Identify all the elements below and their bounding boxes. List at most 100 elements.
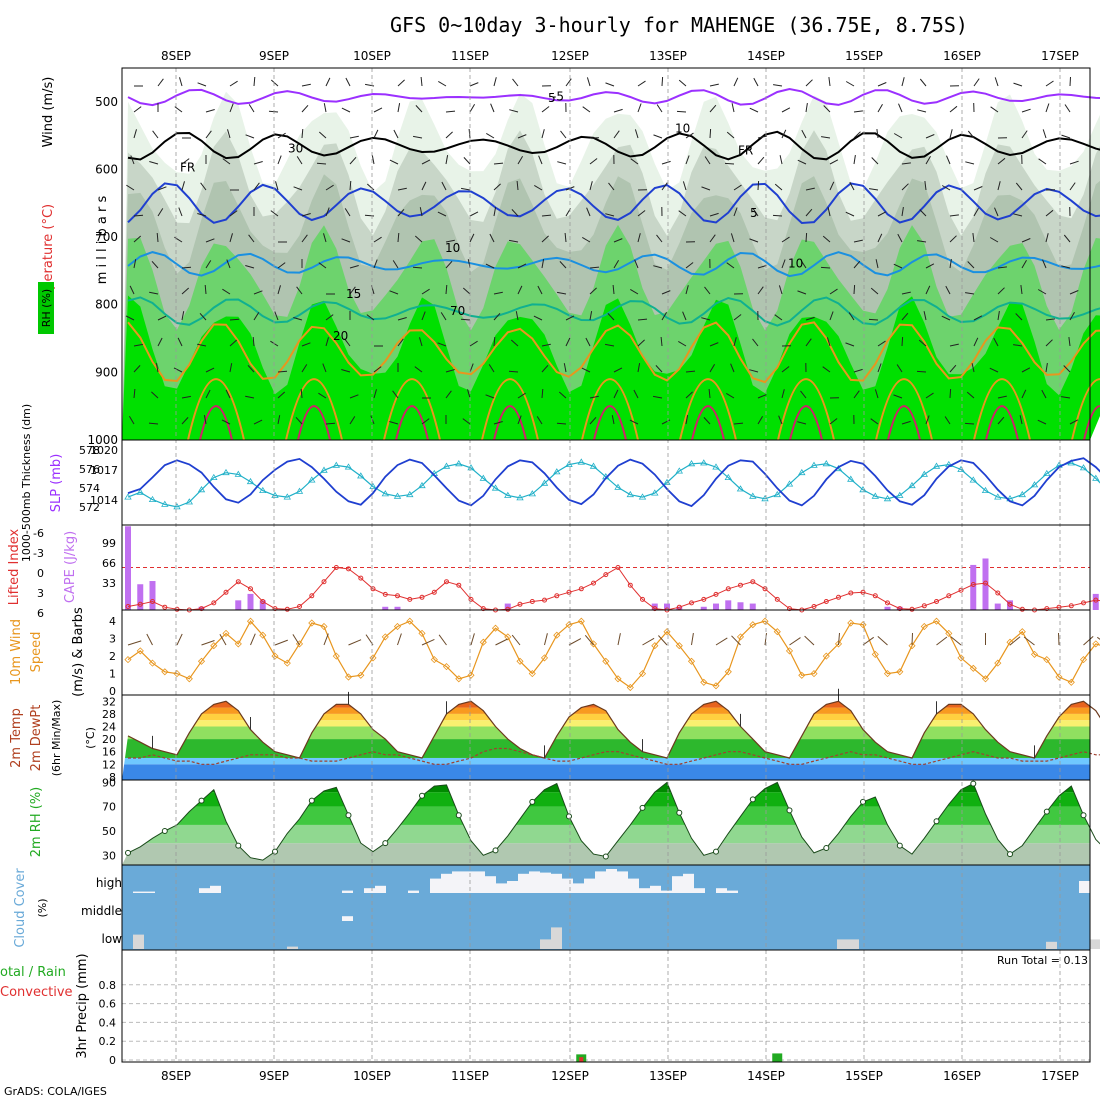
cloud-cell [430, 878, 441, 893]
lifted-index-point [333, 565, 339, 570]
wind-barb [517, 156, 524, 165]
wind-barb [445, 390, 452, 399]
wind-barb [318, 262, 327, 269]
bottom-date-label: 11SEP [451, 1069, 489, 1083]
wind-barb [565, 315, 575, 321]
wind-barb [421, 311, 426, 321]
pressure-tick-label: 500 [95, 95, 118, 109]
wind-barb [678, 210, 687, 217]
thickness-point [283, 493, 292, 500]
cloud-cell [441, 873, 452, 893]
wind-barb [322, 363, 327, 373]
wind-speed-point [651, 642, 659, 650]
cloud-cell [716, 888, 727, 893]
wind-barb [708, 388, 711, 399]
thickness-point [136, 488, 145, 495]
wind-barb [421, 181, 427, 191]
wind-barb [467, 389, 471, 399]
wind-barb [901, 312, 909, 321]
wind-speed-point [320, 622, 328, 631]
wind-speed-point [1006, 638, 1014, 646]
wind-barb [653, 395, 663, 399]
wind-speed-point [1055, 673, 1063, 681]
wind-barb [229, 80, 238, 87]
precip-tick-label: 0.4 [99, 1016, 117, 1029]
wind-speed-point [210, 642, 218, 650]
thickness-point [712, 463, 720, 470]
wind-barb [634, 259, 639, 269]
wind-speed-point [197, 657, 206, 665]
surface-wind-barb [250, 633, 256, 646]
wind-barb [773, 84, 783, 87]
wind-barb [829, 311, 834, 321]
wind-barb [589, 158, 598, 165]
lifted-index-point [958, 587, 964, 593]
wind-barb [660, 336, 663, 347]
wind-barb [229, 363, 233, 373]
lifted-index-point [627, 582, 633, 588]
wind-barb [989, 237, 999, 243]
wind-barb [1063, 365, 1071, 373]
rh-tick-label: 50 [102, 825, 116, 838]
wind-barb [613, 367, 623, 373]
cloud-cell [474, 871, 485, 893]
cape-bar [1007, 600, 1013, 610]
wind-barb [828, 77, 831, 87]
thickness-point [847, 475, 855, 482]
wind-barb [253, 419, 263, 425]
lifted-index-point [836, 594, 841, 600]
thickness-point [504, 491, 512, 498]
wind-barb [685, 415, 689, 425]
wind-barb [349, 265, 359, 269]
wind-barb [133, 343, 143, 347]
surface-wind-barb [201, 640, 215, 646]
wind-barb [1020, 285, 1023, 295]
cloud-cell [837, 939, 848, 949]
wind-barb [1068, 337, 1071, 347]
wind-barb [181, 266, 192, 269]
wind-barb [629, 419, 639, 425]
lifted-index-point [162, 604, 168, 610]
top-date-label: 9SEP [259, 49, 289, 63]
wind-barb [582, 106, 591, 113]
wind-barb [341, 369, 351, 373]
contour-label: 10 [445, 241, 460, 255]
lifted-index-point [603, 572, 609, 578]
wind-barb [661, 182, 668, 191]
pressure-tick-label: 600 [95, 162, 118, 176]
wind-barb [412, 266, 423, 269]
cloud-cell [133, 934, 144, 949]
isotherm-line [127, 296, 1100, 327]
wind-speed-point [406, 617, 414, 625]
wind-barb [152, 130, 159, 139]
wind-barb [414, 235, 423, 243]
top-date-label: 13SEP [649, 49, 687, 63]
thickness-point [932, 462, 941, 469]
thickness-point [406, 490, 414, 498]
cloud-cell [694, 888, 705, 893]
wind-barb [876, 129, 879, 139]
wind-barb [752, 338, 759, 347]
wind-barb [420, 76, 423, 87]
cloud-cell [606, 869, 617, 893]
isotherm-line [127, 321, 1100, 384]
run-total-label: Run Total = 0.13 [997, 954, 1088, 967]
wind-barb [293, 317, 303, 321]
wind-barb [247, 364, 255, 373]
surface-wind-barb [495, 638, 508, 646]
wind-barb [589, 416, 597, 425]
thickness-point [565, 460, 573, 467]
wind-barb [853, 260, 861, 269]
bottom-date-label: 14SEP [747, 1069, 785, 1083]
cape-bar [247, 593, 254, 610]
wind-barb [253, 290, 263, 295]
wind-barb [157, 337, 163, 347]
wind-barb [1045, 318, 1055, 321]
wind-barb [225, 389, 231, 399]
wind-barb [893, 133, 903, 139]
surface-wind-barb [323, 633, 329, 646]
surface-wind-barb [1023, 636, 1035, 646]
wind-barb [325, 337, 329, 347]
wind-barb [341, 238, 351, 243]
cloud-level-label: low [102, 932, 123, 946]
